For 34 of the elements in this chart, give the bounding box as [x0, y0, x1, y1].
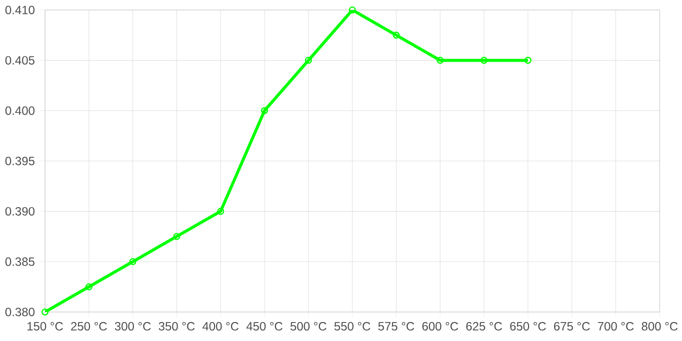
x-tick-label: 600 °C: [422, 322, 458, 331]
x-tick-label: 450 °C: [246, 322, 282, 331]
point: [41, 308, 49, 316]
y-tick-label: 0.395: [5, 156, 34, 166]
point: [217, 208, 224, 215]
point: [304, 56, 312, 64]
x-tick-label: 800 °C: [642, 322, 678, 331]
point: [260, 107, 268, 114]
point: [392, 32, 400, 39]
x-tick-label: 575 °C: [378, 322, 414, 331]
y-tick-label: 0.410: [5, 6, 34, 14]
x-tick-label: 500 °C: [290, 322, 326, 331]
y-tick-label: 0.405: [5, 56, 34, 65]
point: [85, 283, 92, 290]
y-tick-label: 0.390: [5, 207, 34, 216]
x-tick-label: 650 °C: [510, 322, 546, 331]
point: [480, 56, 488, 64]
point: [524, 56, 532, 64]
y-tick-label: 0.400: [5, 106, 34, 115]
x-tick-label: 250 °C: [71, 322, 107, 331]
y-tick-label: 0.380: [5, 308, 34, 316]
x-tick-label: 625 °C: [466, 322, 502, 331]
point: [129, 258, 136, 266]
x-tick-label: 350 °C: [158, 322, 195, 331]
x-tick-label: 400 °C: [202, 322, 239, 331]
y-tick-label: 0.385: [5, 257, 34, 266]
point: [348, 6, 356, 14]
x-tick-label: 150 °C: [28, 322, 63, 331]
point: [436, 56, 444, 64]
x-tick-label: 550 °C: [334, 322, 370, 331]
point: [173, 232, 180, 240]
x-tick-label: 300 °C: [114, 322, 151, 331]
x-tick-label: 675 °C: [554, 322, 590, 331]
x-tick-label: 700 °C: [598, 322, 634, 331]
